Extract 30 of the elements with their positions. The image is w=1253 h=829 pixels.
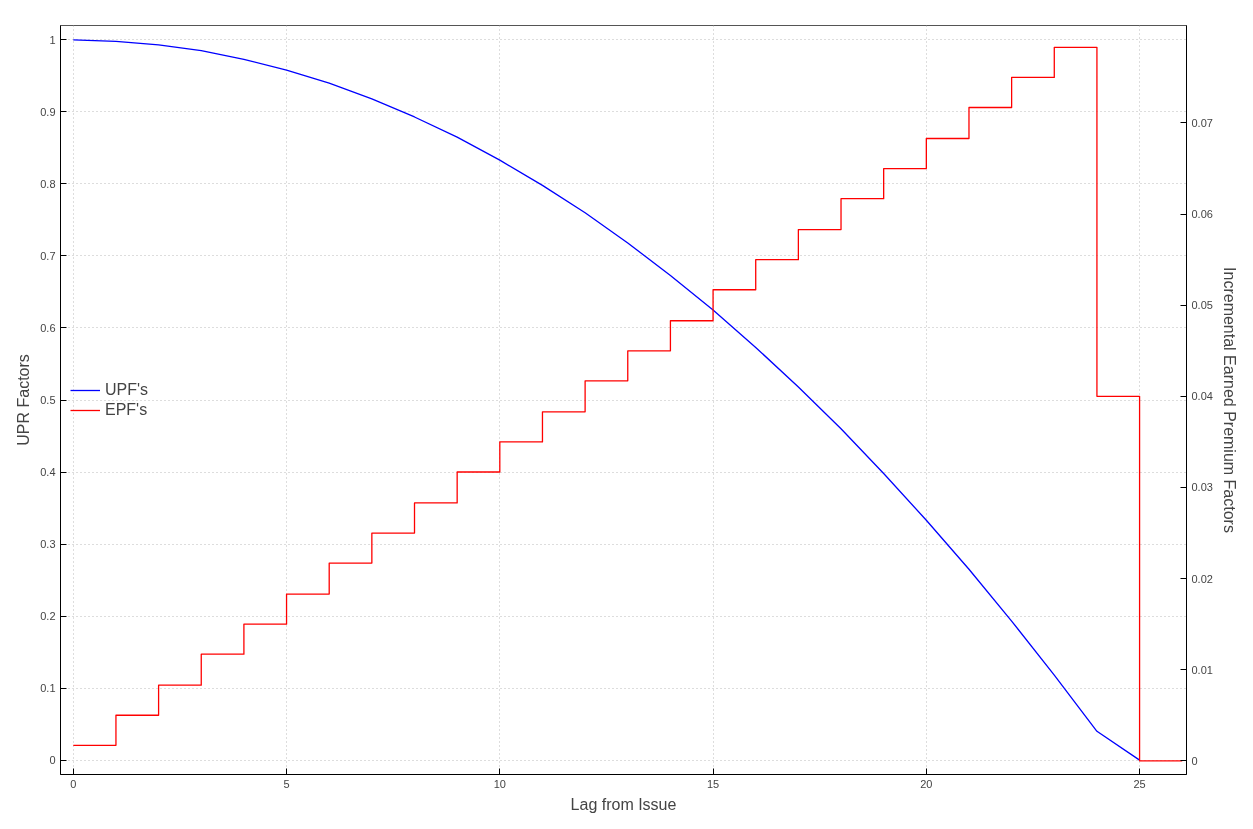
x-axis-title: Lag from Issue xyxy=(570,795,677,813)
y-axis-title: UPR Factors xyxy=(15,354,33,446)
y-tick-label: 0.3 xyxy=(40,538,56,551)
x-tick-label: 10 xyxy=(493,777,506,790)
y-tick-label: 0.8 xyxy=(40,177,56,190)
y2-tick-label: 0.07 xyxy=(1191,117,1213,129)
y-tick-label: 0.5 xyxy=(40,394,56,406)
y2-tick-label: 0.06 xyxy=(1191,208,1213,221)
y-tick-label: 0 xyxy=(49,754,56,767)
y2-tick-label: 0.02 xyxy=(1191,572,1213,585)
y2-tick-label: 0.01 xyxy=(1191,663,1213,676)
y-tick-label: 0.2 xyxy=(40,610,56,623)
y-tick-label: 0.6 xyxy=(40,321,56,334)
y2-tick-label: 0.05 xyxy=(1191,299,1213,312)
legend-label: EPF's xyxy=(105,400,148,419)
legend-label: UPF's xyxy=(105,380,149,399)
y-tick-label: 0.9 xyxy=(40,105,56,118)
y2-tick-label: 0.04 xyxy=(1191,390,1213,403)
y-tick-label: 0.7 xyxy=(40,249,56,262)
x-tick-label: 5 xyxy=(283,777,290,790)
x-tick-label: 15 xyxy=(706,777,720,790)
y-tick-label: 0.4 xyxy=(40,466,56,479)
y2-axis-title: Incremental Earned Premium Factors xyxy=(1220,267,1238,533)
y-tick-label: 1 xyxy=(49,33,56,46)
y2-tick-label: 0 xyxy=(1191,754,1198,767)
x-tick-label: 25 xyxy=(1133,777,1146,790)
y2-tick-label: 0.03 xyxy=(1191,481,1213,494)
y-tick-label: 0.1 xyxy=(40,682,56,695)
x-tick-label: 20 xyxy=(920,777,933,790)
x-tick-label: 0 xyxy=(70,777,77,790)
